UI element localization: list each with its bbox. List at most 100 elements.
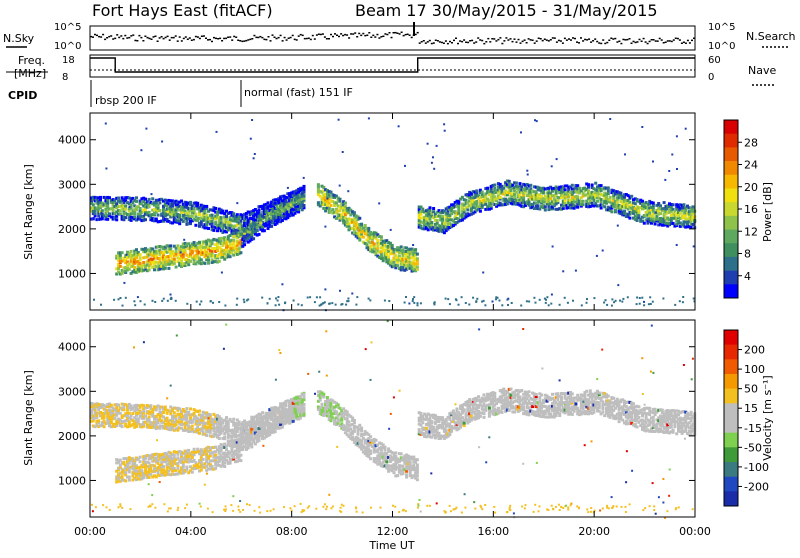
- echo-cell: [91, 218, 93, 220]
- echo-cell: [639, 303, 641, 305]
- echo-cell: [256, 229, 259, 232]
- echo-cell: [261, 297, 263, 299]
- echo-cell: [668, 170, 670, 172]
- echo-cell: [324, 301, 326, 303]
- echo-cell: [587, 183, 590, 186]
- echo-cell: [412, 300, 414, 302]
- nsky-point: [433, 42, 435, 44]
- nsky-point: [350, 33, 352, 35]
- nsky-point: [126, 37, 128, 39]
- echo-cell: [615, 300, 617, 302]
- nsky-point: [570, 39, 572, 41]
- nsky-point: [439, 41, 441, 43]
- echo-cell: [582, 203, 585, 206]
- nsky-point: [631, 43, 633, 45]
- nsky-point: [691, 40, 693, 42]
- echo-cell: [243, 301, 245, 303]
- echo-cell: [99, 196, 102, 199]
- nsky-point: [673, 39, 675, 41]
- echo-cell: [200, 258, 203, 261]
- echo-cell: [193, 207, 196, 210]
- nsky-point: [118, 37, 120, 39]
- nsky-point: [120, 35, 122, 37]
- echo-cell: [431, 162, 433, 164]
- echo-cell: [292, 415, 295, 418]
- echo-cell: [639, 297, 641, 299]
- echo-cell: [388, 300, 390, 302]
- echo-cell: [546, 296, 548, 298]
- nsky-point: [475, 41, 477, 43]
- nsearch-label: N.Search: [746, 30, 796, 43]
- nsky-point: [499, 37, 501, 39]
- echo-cell: [140, 149, 142, 151]
- nsky-point: [497, 39, 499, 41]
- nsky-point: [608, 40, 610, 42]
- echo-cell: [511, 302, 513, 304]
- echo-cell: [630, 195, 633, 198]
- echo-cell: [652, 301, 654, 303]
- nsky-point: [334, 33, 336, 35]
- echo-cell: [548, 304, 550, 306]
- echo-cell: [148, 415, 151, 418]
- echo-cell: [167, 300, 169, 302]
- echo-cell: [220, 216, 223, 219]
- echo-cell: [278, 304, 280, 306]
- echo-cell: [591, 184, 594, 187]
- nsky-point: [685, 43, 687, 45]
- echo-cell: [484, 304, 486, 306]
- echo-cell: [468, 304, 470, 306]
- echo-cell: [559, 304, 561, 306]
- nsky-point: [677, 38, 679, 40]
- nsky-point: [411, 37, 413, 39]
- nsky-point: [469, 40, 471, 42]
- echo-cell: [328, 207, 331, 210]
- nsky-point: [598, 42, 600, 44]
- echo-cell: [564, 188, 567, 191]
- echo-cell: [142, 261, 145, 264]
- echo-cell: [100, 304, 102, 306]
- nsky-point: [310, 39, 312, 41]
- echo-cell: [551, 294, 553, 296]
- echo-cell: [676, 244, 678, 246]
- echo-cell: [122, 305, 124, 307]
- nsky-point: [356, 36, 358, 38]
- nsky-point: [189, 37, 191, 39]
- echo-cell: [178, 407, 181, 410]
- echo-cell: [128, 462, 131, 465]
- echo-cell: [113, 299, 115, 301]
- echo-cell: [693, 245, 695, 247]
- echo-cell: [458, 304, 460, 306]
- nsky-point: [588, 38, 590, 40]
- echo-cell: [145, 269, 147, 271]
- echo-cell: [682, 203, 685, 206]
- nsky-point: [675, 38, 677, 40]
- echo-cell: [429, 209, 432, 212]
- echo-cell: [175, 250, 178, 253]
- echo-cell: [303, 177, 305, 179]
- echo-cell: [353, 211, 356, 214]
- echo-cell: [600, 207, 603, 210]
- echo-cell: [105, 168, 107, 170]
- nsky-point: [507, 39, 509, 41]
- echo-cell: [655, 212, 657, 214]
- echo-cell: [624, 153, 626, 155]
- nsky-point: [645, 41, 647, 43]
- echo-cell: [236, 430, 239, 433]
- echo-cell: [586, 302, 588, 304]
- echo-cell: [551, 165, 553, 167]
- echo-cell: [405, 296, 407, 298]
- echo-cell: [499, 300, 501, 302]
- echo-cell: [482, 272, 484, 274]
- echo-cell: [232, 440, 235, 443]
- echo-cell: [115, 218, 118, 221]
- nsky-point: [261, 37, 263, 39]
- echo-cell: [285, 402, 288, 405]
- nsky-point: [219, 38, 221, 40]
- nsky-point: [503, 40, 505, 42]
- nsky-point: [342, 35, 344, 37]
- echo-cell: [576, 184, 579, 187]
- nsky-point: [540, 38, 542, 40]
- nsky-point: [447, 43, 449, 45]
- echo-cell: [258, 233, 261, 236]
